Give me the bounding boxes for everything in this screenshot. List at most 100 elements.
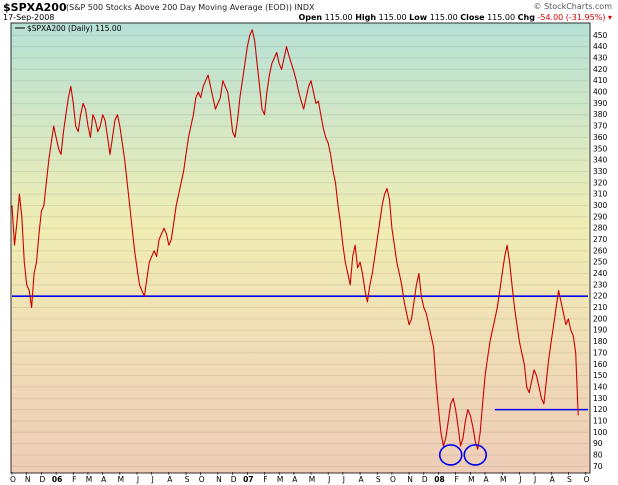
exchange-text: INDX: [294, 3, 315, 12]
y-tick-label: 300: [593, 201, 608, 210]
x-tick-label: 06: [52, 475, 62, 484]
y-tick-label: 330: [593, 167, 608, 176]
x-tick-label: J: [327, 475, 330, 484]
y-tick-label: 360: [593, 133, 608, 142]
y-tick-label: 280: [593, 224, 608, 233]
y-tick-label: 120: [593, 405, 608, 414]
y-tick-label: 240: [593, 269, 608, 278]
x-tick-label: S: [185, 475, 190, 484]
x-tick-label: O: [10, 475, 16, 484]
x-tick-label: M: [500, 475, 506, 484]
x-tick-label: O: [584, 475, 590, 484]
x-tick-label: S: [376, 475, 381, 484]
y-tick-label: 410: [593, 76, 608, 85]
chart-description: (S&P 500 Stocks Above 200 Day Moving Ave…: [66, 3, 315, 12]
x-tick-label: M: [309, 475, 315, 484]
x-tick-label: S: [567, 475, 572, 484]
y-tick-label: 150: [593, 371, 608, 380]
down-arrow-icon: ▾: [607, 13, 612, 22]
close-value: 115.00: [487, 13, 516, 22]
y-tick-label: 210: [593, 303, 608, 312]
open-label: Open: [298, 13, 323, 22]
y-tick-label: 350: [593, 144, 608, 153]
y-tick-label: 80: [593, 450, 603, 459]
y-tick-label: 450: [593, 31, 608, 40]
y-tick-label: 200: [593, 314, 608, 323]
x-tick-label: N: [25, 475, 31, 484]
x-tick-label: J: [342, 475, 345, 484]
chart-date: 17-Sep-2008: [3, 13, 55, 22]
x-tick-label: M: [118, 475, 124, 484]
low-value: 115.00: [429, 13, 458, 22]
high-label: High: [355, 13, 377, 22]
x-tick-label: N: [407, 475, 413, 484]
x-tick-label: A: [358, 475, 364, 484]
x-tick-label: M: [277, 475, 283, 484]
y-tick-label: 180: [593, 337, 608, 346]
legend: $SPXA200 (Daily) 115.00: [15, 24, 122, 33]
y-tick-label: 440: [593, 42, 608, 51]
grid-lines: [12, 34, 588, 467]
low-point-circle: [463, 444, 488, 466]
y-tick-label: 420: [593, 65, 608, 74]
x-tick-label: M: [468, 475, 474, 484]
y-tick-label: 270: [593, 235, 608, 244]
annotation-circles: [438, 444, 488, 466]
x-tick-label: A: [292, 475, 298, 484]
y-tick-label: 110: [593, 416, 608, 425]
x-tick-label: 08: [434, 475, 444, 484]
x-tick-label: A: [101, 475, 107, 484]
x-tick-label: D: [231, 475, 237, 484]
y-tick-label: 390: [593, 99, 608, 108]
x-tick-label: A: [550, 475, 556, 484]
x-tick-label: J: [136, 475, 139, 484]
close-label: Close: [460, 13, 485, 22]
x-tick-label: M: [86, 475, 92, 484]
x-tick-label: A: [167, 475, 173, 484]
y-tick-label: 140: [593, 382, 608, 391]
x-tick-label: A: [483, 475, 489, 484]
y-tick-label: 170: [593, 348, 608, 357]
y-tick-label: 430: [593, 54, 608, 63]
x-tick-label: D: [40, 475, 46, 484]
low-label: Low: [409, 13, 428, 22]
price-series-line: [11, 29, 579, 450]
x-tick-label: J: [151, 475, 154, 484]
y-tick-label: 310: [593, 190, 608, 199]
y-tick-label: 370: [593, 122, 608, 131]
ohlc-readout: Open 115.00 High 115.00 Low 115.00 Close…: [298, 13, 612, 22]
legend-label: $SPXA200 (Daily) 115.00: [27, 24, 122, 33]
description-text: (S&P 500 Stocks Above 200 Day Moving Ave…: [66, 3, 292, 12]
low-point-circle: [438, 444, 463, 466]
source-credit: © StockCharts.com: [533, 2, 612, 11]
y-tick-label: 90: [593, 439, 603, 448]
x-tick-label: 07: [243, 475, 253, 484]
y-axis-ticks: 70 80 90 100 110 120 130 140 150 160 170 180 190 200 2…: [593, 31, 608, 471]
high-value: 115.00: [378, 13, 407, 22]
chg-label: Chg: [517, 13, 535, 22]
x-tick-label: O: [390, 475, 396, 484]
y-tick-label: 70: [593, 462, 603, 471]
y-tick-label: 260: [593, 246, 608, 255]
y-tick-label: 290: [593, 212, 608, 221]
x-tick-label: F: [263, 475, 267, 484]
y-tick-label: 100: [593, 428, 608, 437]
y-tick-label: 130: [593, 394, 608, 403]
y-tick-label: 320: [593, 178, 608, 187]
y-tick-label: 250: [593, 258, 608, 267]
y-tick-label: 400: [593, 88, 608, 97]
y-tick-label: 380: [593, 110, 608, 119]
x-tick-label: F: [72, 475, 76, 484]
x-tick-label: J: [533, 475, 536, 484]
open-value: 115.00: [324, 13, 353, 22]
plot-background: [10, 22, 591, 474]
chg-value: -54.00 (-31.95%): [537, 13, 606, 22]
reference-lines: [12, 295, 588, 411]
x-tick-label: O: [199, 475, 205, 484]
y-tick-label: 160: [593, 360, 608, 369]
x-tick-label: F: [454, 475, 458, 484]
x-tick-label: D: [422, 475, 428, 484]
y-tick-label: 230: [593, 280, 608, 289]
y-tick-label: 220: [593, 292, 608, 301]
